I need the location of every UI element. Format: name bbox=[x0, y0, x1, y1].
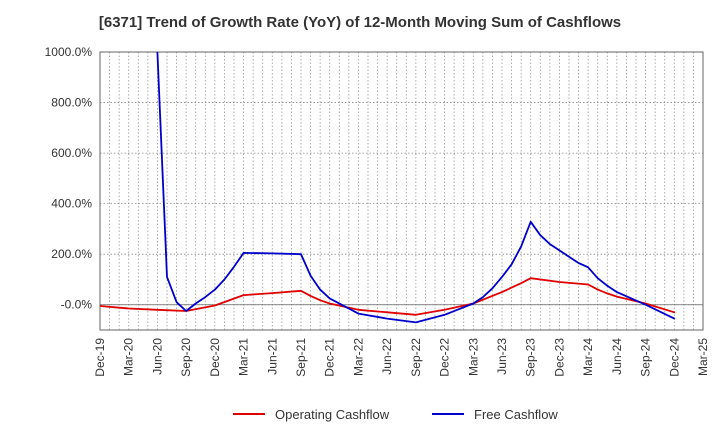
series-line-free-cashflow bbox=[156, 52, 676, 324]
y-tick-label: 800.0% bbox=[51, 96, 92, 110]
x-tick-label: Dec-24 bbox=[667, 338, 681, 377]
legend-label: Free Cashflow bbox=[474, 407, 558, 422]
x-tick-label: Sep-24 bbox=[639, 338, 653, 377]
y-tick-label: 400.0% bbox=[51, 197, 92, 211]
x-tick-label: Jun-23 bbox=[495, 338, 509, 375]
x-tick-label: Dec-21 bbox=[323, 338, 337, 377]
y-tick-label: 1000.0% bbox=[45, 45, 93, 59]
x-tick-label: Dec-22 bbox=[438, 338, 452, 377]
series-line-operating-cashflow bbox=[100, 277, 676, 316]
x-tick-label: Mar-25 bbox=[696, 338, 710, 376]
series-group bbox=[100, 52, 676, 324]
legend: Operating Cashflow Free Cashflow bbox=[233, 407, 558, 422]
x-tick-label: Sep-21 bbox=[294, 338, 308, 377]
x-tick-label: Mar-24 bbox=[581, 338, 595, 376]
x-tick-label: Dec-23 bbox=[552, 338, 566, 377]
x-tick-label: Mar-23 bbox=[466, 338, 480, 376]
legend-label: Operating Cashflow bbox=[275, 407, 390, 422]
x-tick-label: Jun-20 bbox=[150, 338, 164, 375]
x-tick-label: Jun-24 bbox=[610, 338, 624, 375]
plot-area bbox=[100, 52, 703, 330]
x-tick-label: Dec-19 bbox=[93, 338, 107, 377]
y-tick-label: -0.0% bbox=[61, 298, 93, 312]
x-tick-label: Mar-21 bbox=[237, 338, 251, 376]
x-tick-label: Mar-20 bbox=[122, 338, 136, 376]
x-tick-label: Sep-23 bbox=[524, 338, 538, 377]
x-tick-label: Jun-22 bbox=[380, 338, 394, 375]
chart-title: [6371] Trend of Growth Rate (YoY) of 12-… bbox=[98, 14, 622, 31]
y-tick-label: 200.0% bbox=[51, 247, 92, 261]
plot-border bbox=[99, 51, 704, 331]
x-tick-label: Mar-22 bbox=[351, 338, 365, 376]
y-tick-label: 600.0% bbox=[51, 146, 92, 160]
x-tick-label: Sep-20 bbox=[179, 338, 193, 377]
x-tick-label: Jun-21 bbox=[265, 338, 279, 375]
x-tick-label: Dec-20 bbox=[208, 338, 222, 377]
x-tick-label: Sep-22 bbox=[409, 338, 423, 377]
